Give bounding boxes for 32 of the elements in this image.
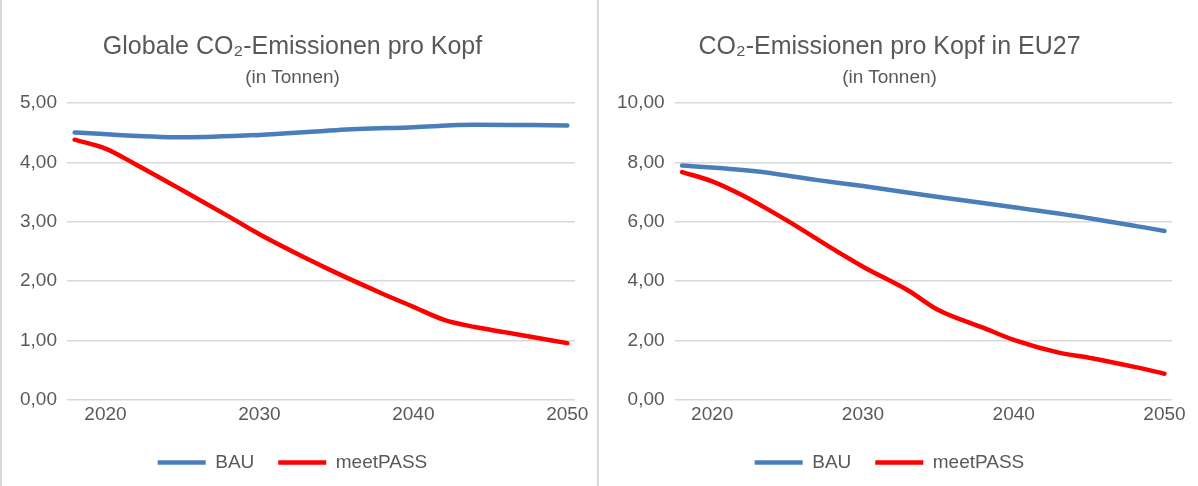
x-tick-label: 2030 [238, 402, 281, 424]
y-tick-label: 10,00 [617, 91, 665, 113]
y-tick-label: 6,00 [627, 209, 665, 231]
legend-label: meetPASS [335, 450, 428, 472]
x-tick-label: 2040 [392, 402, 435, 424]
y-tick-label: 5,00 [20, 91, 57, 113]
y-tick-label: 0,00 [20, 388, 57, 410]
y-tick-label: 4,00 [627, 269, 665, 291]
chart-title: CO₂-Emissionen pro Kopf in EU27 [698, 30, 1081, 59]
line-series [72, 122, 570, 140]
x-tick-label: 2050 [546, 402, 589, 424]
x-tick-label: 2030 [841, 402, 885, 424]
x-tick-label: 2020 [691, 402, 734, 424]
x-tick-label: 2050 [1143, 402, 1186, 424]
line-series [72, 137, 570, 346]
y-tick-label: 3,00 [20, 209, 57, 231]
y-tick-label: 8,00 [627, 150, 665, 172]
line-series [679, 169, 1167, 376]
legend-label: BAU [812, 450, 852, 472]
chart-subtitle: (in Tonnen) [842, 65, 937, 87]
chart-subtitle: (in Tonnen) [245, 65, 340, 87]
y-tick-label: 2,00 [627, 328, 665, 350]
y-tick-label: 1,00 [20, 328, 57, 350]
y-tick-label: 0,00 [627, 388, 665, 410]
legend-label: meetPASS [932, 450, 1025, 472]
y-tick-label: 2,00 [20, 269, 57, 291]
x-tick-label: 2040 [992, 402, 1035, 424]
line-series [679, 163, 1167, 234]
legend-label: BAU [215, 450, 255, 472]
x-tick-label: 2020 [84, 402, 127, 424]
y-tick-label: 4,00 [20, 150, 57, 172]
chart-title: Globale CO₂-Emissionen pro Kopf [102, 30, 483, 59]
